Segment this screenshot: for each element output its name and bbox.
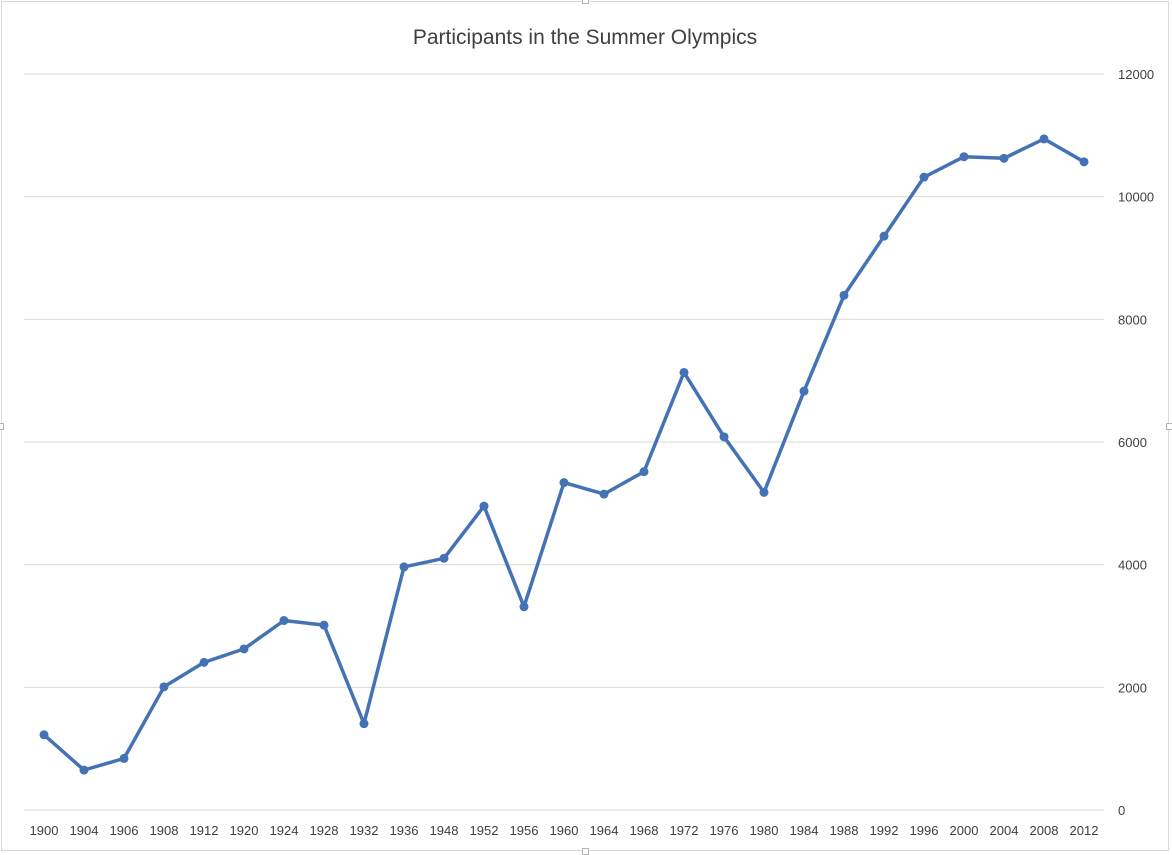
y-axis-ticks: 0 2000 4000 6000 8000 10000 12000 bbox=[1118, 67, 1154, 818]
x-tick-label: 1904 bbox=[70, 823, 99, 838]
data-point bbox=[1039, 134, 1049, 144]
x-tick-label: 1948 bbox=[430, 823, 459, 838]
series-layer bbox=[39, 134, 1089, 775]
x-tick-label: 1972 bbox=[670, 823, 699, 838]
x-tick-label: 2012 bbox=[1070, 823, 1099, 838]
data-point bbox=[159, 682, 169, 692]
data-point bbox=[39, 730, 49, 740]
x-tick-label: 1924 bbox=[270, 823, 299, 838]
data-point bbox=[679, 367, 689, 377]
data-point bbox=[239, 644, 249, 654]
y-tick-label: 12000 bbox=[1118, 67, 1154, 82]
data-point bbox=[119, 753, 129, 763]
data-point bbox=[879, 231, 889, 241]
data-point bbox=[719, 432, 729, 442]
x-tick-label: 1912 bbox=[190, 823, 219, 838]
x-tick-label: 1984 bbox=[790, 823, 819, 838]
data-point bbox=[319, 620, 329, 630]
x-tick-label: 1960 bbox=[550, 823, 579, 838]
x-tick-label: 1980 bbox=[750, 823, 779, 838]
y-tick-label: 4000 bbox=[1118, 558, 1147, 573]
x-tick-label: 2004 bbox=[990, 823, 1019, 838]
x-tick-label: 1906 bbox=[110, 823, 139, 838]
data-point bbox=[559, 478, 569, 488]
x-tick-label: 1976 bbox=[710, 823, 739, 838]
data-point bbox=[599, 489, 609, 499]
data-point bbox=[959, 152, 969, 162]
data-point bbox=[199, 657, 209, 667]
x-tick-label: 1964 bbox=[590, 823, 619, 838]
data-point bbox=[999, 153, 1009, 163]
x-tick-label: 1928 bbox=[310, 823, 339, 838]
data-point bbox=[519, 602, 529, 612]
x-tick-label: 2008 bbox=[1030, 823, 1059, 838]
data-point bbox=[839, 290, 849, 300]
x-tick-label: 1932 bbox=[350, 823, 379, 838]
x-tick-label: 1900 bbox=[30, 823, 59, 838]
data-point bbox=[799, 386, 809, 396]
x-tick-label: 1992 bbox=[870, 823, 899, 838]
resize-handle-left[interactable] bbox=[0, 423, 4, 430]
x-tick-label: 2000 bbox=[950, 823, 979, 838]
data-point bbox=[399, 562, 409, 572]
gridlines bbox=[24, 73, 1104, 811]
data-point bbox=[919, 172, 929, 182]
data-point bbox=[279, 616, 289, 626]
data-point bbox=[639, 467, 649, 477]
x-tick-label: 1956 bbox=[510, 823, 539, 838]
data-point bbox=[359, 719, 369, 729]
x-tick-label: 1908 bbox=[150, 823, 179, 838]
x-tick-label: 1988 bbox=[830, 823, 859, 838]
data-point bbox=[1079, 157, 1089, 167]
series-line bbox=[42, 137, 1086, 772]
resize-handle-top[interactable] bbox=[582, 0, 589, 4]
x-tick-label: 1920 bbox=[230, 823, 259, 838]
x-tick-label: 1968 bbox=[630, 823, 659, 838]
x-tick-label: 1952 bbox=[470, 823, 499, 838]
y-tick-label: 0 bbox=[1118, 803, 1125, 818]
x-tick-label: 1936 bbox=[390, 823, 419, 838]
y-tick-label: 8000 bbox=[1118, 312, 1147, 327]
data-point bbox=[479, 501, 489, 511]
data-point bbox=[79, 765, 89, 775]
x-tick-label: 1996 bbox=[910, 823, 939, 838]
y-tick-label: 6000 bbox=[1118, 435, 1147, 450]
data-point bbox=[439, 553, 449, 563]
x-axis-ticks: 1900 1904 1906 1908 1912 1920 1924 1928 1932 1936… bbox=[30, 823, 1099, 838]
resize-handle-right[interactable] bbox=[1166, 423, 1172, 430]
data-point bbox=[759, 487, 769, 497]
chart-title: Participants in the Summer Olympics bbox=[413, 26, 757, 49]
y-tick-label: 2000 bbox=[1118, 680, 1147, 695]
y-tick-label: 10000 bbox=[1118, 190, 1154, 205]
